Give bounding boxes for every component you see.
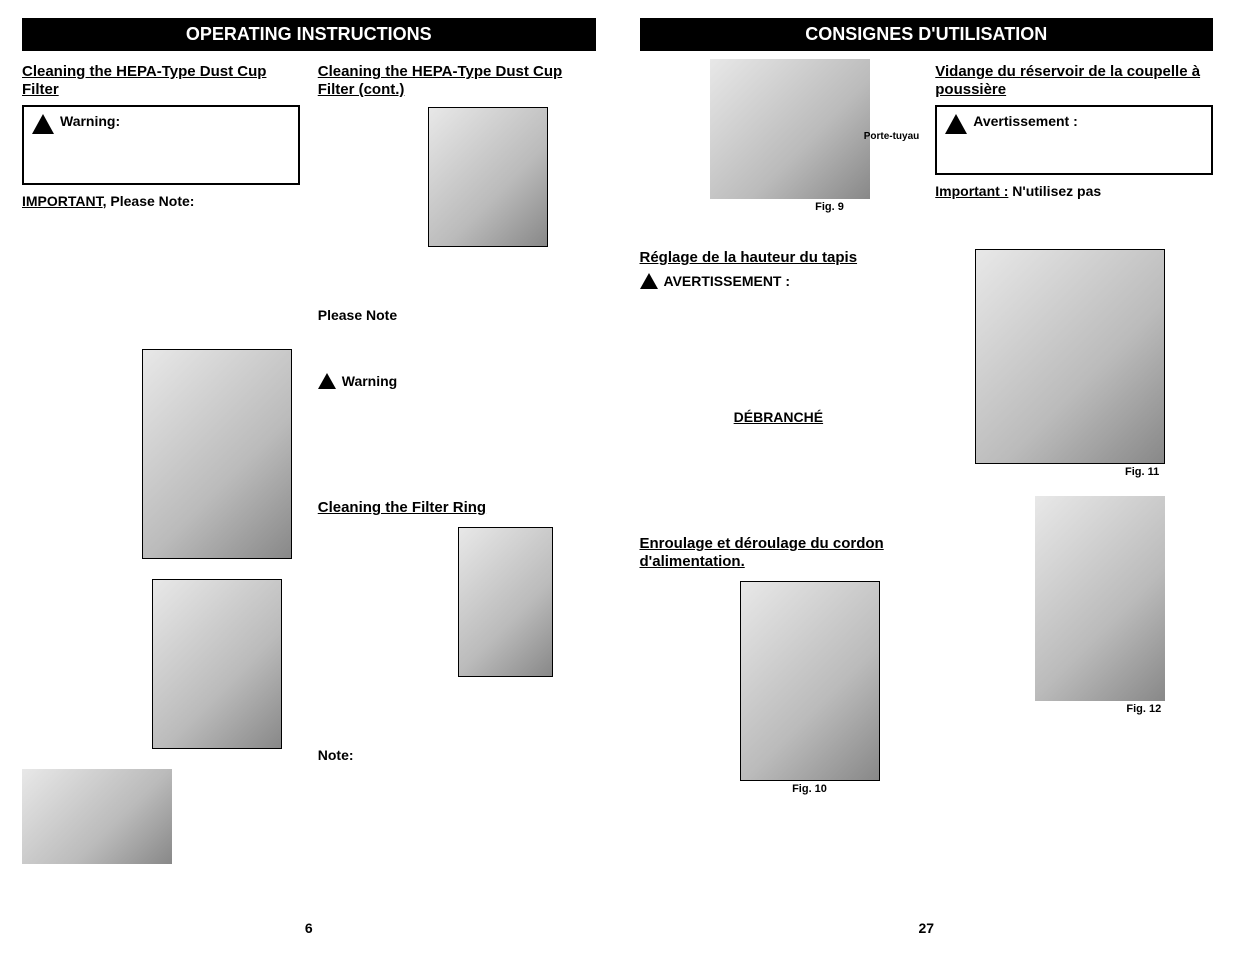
warning-icon xyxy=(32,114,54,134)
page-number-left: 6 xyxy=(0,920,618,936)
section-title-filter-ring: Cleaning the Filter Ring xyxy=(318,499,596,517)
right-col-2: Vidange du réservoir de la coupelle à po… xyxy=(935,59,1213,795)
left-banner: OPERATING INSTRUCTIONS xyxy=(22,18,596,51)
hose-holder-callout: Porte-tuyau xyxy=(864,131,920,142)
please-note-label: Please Note xyxy=(318,307,596,323)
section-title-hepa-cont: Cleaning the HEPA-Type Dust Cup Filter (… xyxy=(318,63,596,99)
warning-icon xyxy=(640,273,658,289)
avert-label: AVERTISSEMENT : xyxy=(664,273,791,289)
warning-box: Warning: xyxy=(22,105,300,185)
important-rest: , Please Note: xyxy=(103,193,195,209)
section-title-cord: Enroulage et déroulage du cordon d'alime… xyxy=(640,535,918,571)
debranche-label: DÉBRANCHÉ xyxy=(640,409,918,425)
fig12-image xyxy=(1035,496,1165,701)
right-banner: CONSIGNES D'UTILISATION xyxy=(640,18,1214,51)
dustcup-image xyxy=(142,349,292,559)
fig10-label: Fig. 10 xyxy=(740,783,880,795)
fig10-image xyxy=(740,581,880,781)
debris-image xyxy=(22,769,172,864)
filter-ring-image xyxy=(458,527,553,677)
left-col-2: Cleaning the HEPA-Type Dust Cup Filter (… xyxy=(318,59,596,864)
important-fr: Important : N'utilisez pas xyxy=(935,183,1213,199)
warning-label-2: Warning xyxy=(342,373,397,389)
vacuum-fig9-image xyxy=(710,59,870,199)
fig11-image xyxy=(975,249,1165,464)
section-title-dustcup-fr: Vidange du réservoir de la coupelle à po… xyxy=(935,63,1213,99)
fig11-label: Fig. 11 xyxy=(975,466,1165,478)
rinse-image xyxy=(428,107,548,247)
section-title-hepa: Cleaning the HEPA-Type Dust Cup Filter xyxy=(22,63,300,99)
page-number-right: 27 xyxy=(618,920,1235,936)
fig12-label: Fig. 12 xyxy=(1035,703,1165,715)
left-page: OPERATING INSTRUCTIONS Cleaning the HEPA… xyxy=(0,0,618,954)
important-fr-underline: Important : xyxy=(935,183,1008,199)
note-label: Note: xyxy=(318,747,596,763)
fig9-label: Fig. 9 xyxy=(800,201,860,213)
warning-icon xyxy=(318,373,336,389)
important-fr-rest: N'utilisez pas xyxy=(1008,183,1101,199)
warning-icon xyxy=(945,114,967,134)
important-underline: IMPORTANT xyxy=(22,193,103,209)
important-note: IMPORTANT, Please Note: xyxy=(22,193,300,209)
filter-image xyxy=(152,579,282,749)
left-col-1: Cleaning the HEPA-Type Dust Cup Filter W… xyxy=(22,59,300,864)
right-col-1: Porte-tuyau Fig. 9 Réglage de la hauteur… xyxy=(640,59,918,795)
avert-label-2: Avertissement : xyxy=(973,113,1078,129)
warning-box-fr: Avertissement : xyxy=(935,105,1213,175)
section-title-carpet: Réglage de la hauteur du tapis xyxy=(640,249,918,267)
right-page: CONSIGNES D'UTILISATION Porte-tuyau Fig.… xyxy=(618,0,1235,954)
warning-label: Warning: xyxy=(60,113,120,129)
